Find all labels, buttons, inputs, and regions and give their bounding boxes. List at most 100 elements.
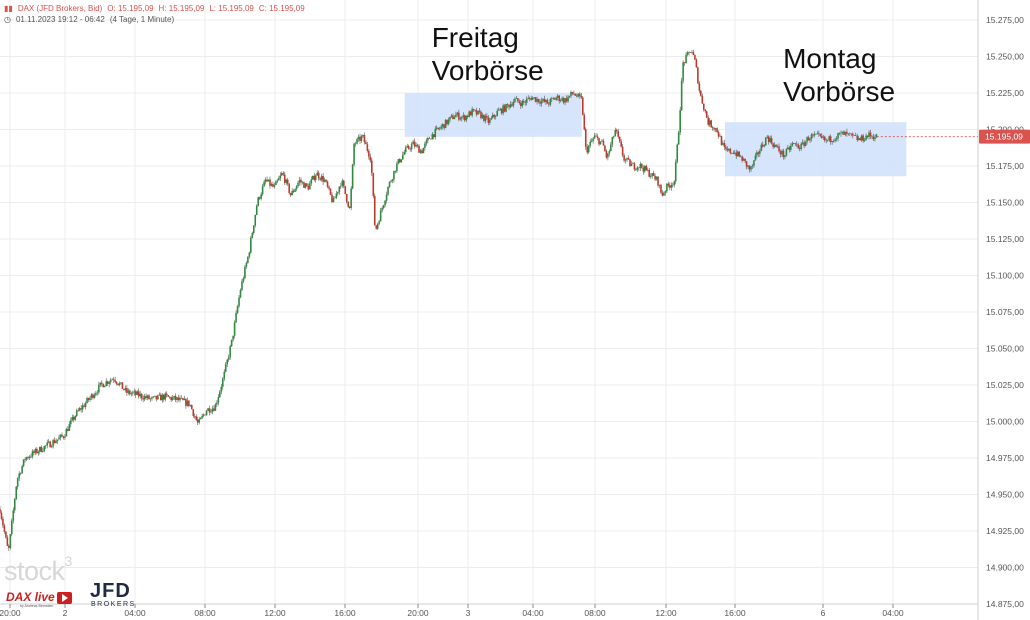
candle-down: [803, 142, 805, 147]
candle-down: [307, 185, 310, 190]
candle-up: [549, 98, 552, 105]
candle-down: [466, 115, 469, 117]
candle-up: [646, 169, 649, 171]
candle-up: [295, 186, 298, 190]
candle-down: [180, 397, 183, 399]
candle-down: [463, 115, 466, 121]
candle-up: [220, 386, 223, 392]
candle-up: [841, 131, 844, 133]
candle-up: [509, 104, 512, 108]
candle-down: [40, 446, 43, 452]
candle-down: [3, 525, 6, 532]
candle-down: [617, 131, 620, 137]
candle-up: [489, 119, 491, 123]
candle-down: [106, 381, 109, 384]
candle-up: [301, 182, 304, 183]
candle-up: [19, 473, 22, 474]
candle-down: [586, 146, 589, 153]
highlight-zones: [404, 93, 907, 177]
candle-up: [233, 322, 236, 336]
candle-up: [760, 144, 763, 151]
candle-down: [213, 408, 215, 411]
candle-down: [282, 173, 285, 175]
candle-down: [826, 139, 829, 141]
candle-up: [790, 145, 792, 150]
candle-up: [152, 396, 155, 398]
x-tick-label: 16:00: [724, 608, 746, 618]
candle-down: [167, 395, 169, 397]
candle-up: [21, 466, 23, 474]
candle-up: [776, 146, 779, 148]
candle-down: [365, 142, 367, 145]
candle-up: [139, 393, 141, 397]
candle-up: [379, 210, 382, 222]
candle-down: [142, 398, 144, 400]
candle-down: [191, 405, 193, 410]
candle-down: [437, 127, 440, 129]
candle-down: [2, 518, 4, 526]
candle-down: [446, 119, 448, 125]
candle-up: [294, 189, 296, 192]
candle-up: [505, 104, 507, 112]
candle-up: [257, 197, 260, 206]
candle-up: [362, 135, 364, 137]
candle-down: [193, 415, 196, 417]
jfd-logo: JFD: [90, 580, 131, 602]
candle-up: [270, 184, 273, 186]
candle-down: [562, 98, 565, 103]
candle-down: [33, 451, 35, 453]
candle-up: [521, 101, 524, 107]
candle-down: [775, 144, 777, 147]
candle-down: [317, 172, 320, 179]
candle-up: [825, 139, 828, 141]
candle-up: [261, 186, 264, 195]
candle-up: [13, 499, 16, 511]
candle-down: [618, 136, 621, 142]
candle-up: [415, 144, 417, 147]
candle-up: [568, 95, 571, 97]
candle-down: [821, 135, 823, 138]
candle-up: [494, 116, 497, 117]
x-tick-label: 3: [466, 608, 471, 618]
y-tick-label: 14.875,00: [986, 599, 1024, 609]
x-tick-label: 20:00: [407, 608, 429, 618]
candle-down: [92, 394, 94, 398]
candle-up: [736, 151, 739, 157]
candle-up: [387, 186, 389, 195]
candle-up: [127, 390, 130, 393]
candle-up: [496, 110, 499, 117]
candle-up: [226, 359, 229, 365]
candle-down: [292, 190, 295, 192]
candle-up: [276, 180, 279, 182]
candle-up: [52, 440, 54, 447]
candle-up: [179, 397, 181, 401]
candle-down: [326, 181, 329, 187]
annotation-line1: Montag: [783, 43, 876, 74]
candle-down: [0, 509, 1, 513]
candle-down: [732, 152, 735, 154]
candle-up: [304, 183, 307, 188]
candle-up: [868, 132, 870, 138]
candle-down: [581, 97, 584, 115]
candle-up: [800, 143, 802, 149]
candle-down: [413, 141, 416, 147]
candle-down: [818, 133, 820, 134]
candle-down: [856, 135, 859, 141]
candle-down: [160, 394, 162, 401]
candle-down: [859, 138, 861, 141]
candle-up: [105, 381, 108, 386]
candle-up: [540, 100, 543, 104]
candle-up: [316, 172, 319, 176]
candle-up: [309, 183, 311, 190]
candle-up: [154, 395, 156, 397]
candle-down: [869, 132, 872, 137]
y-tick-label: 15.200,00: [986, 125, 1024, 135]
candle-down: [520, 103, 522, 107]
candle-up: [230, 339, 233, 347]
candle-down: [772, 143, 774, 147]
candle-down: [409, 148, 411, 150]
candle-up: [133, 391, 136, 393]
candle-down: [726, 148, 729, 151]
candle-up: [164, 393, 167, 400]
candle-down: [716, 128, 718, 133]
